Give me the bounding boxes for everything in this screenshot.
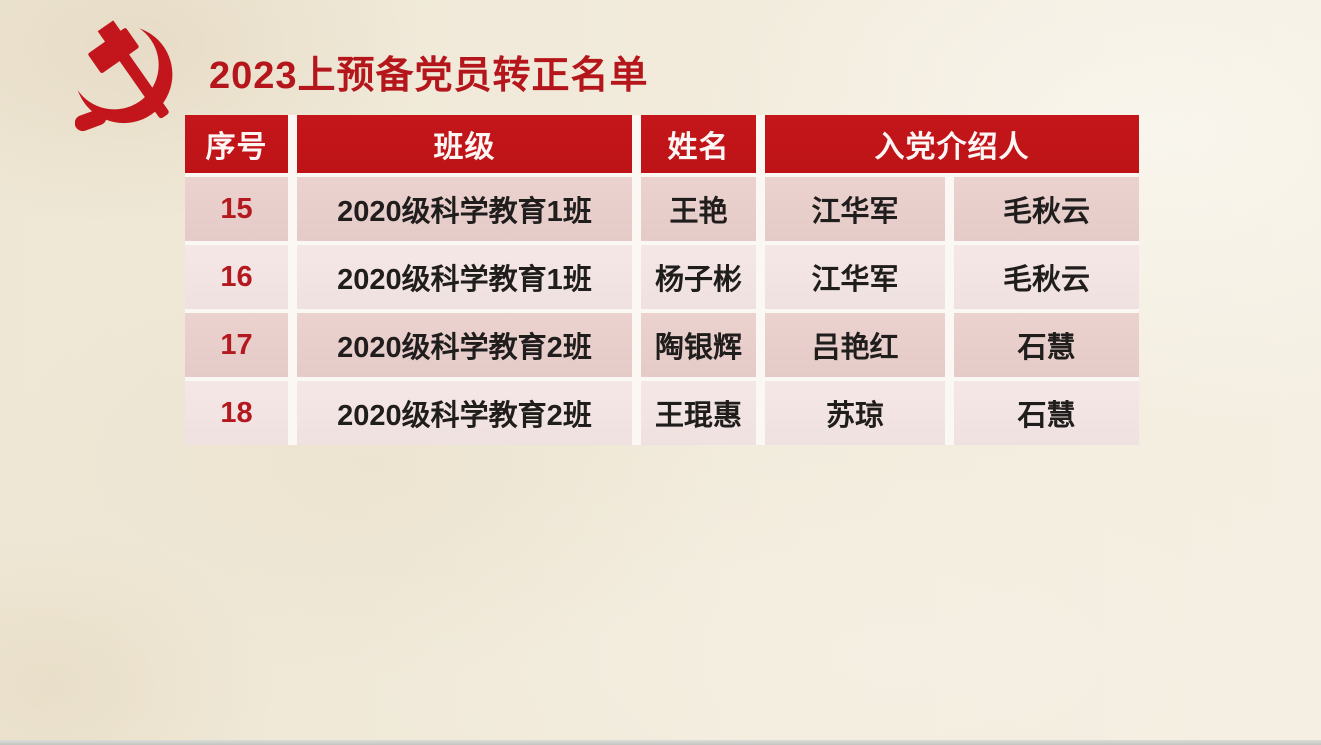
table-row-cell-no: 16 bbox=[185, 245, 288, 309]
table-row-cell-name: 王琨惠 bbox=[641, 381, 756, 445]
table-row-cell-class: 2020级科学教育1班 bbox=[297, 177, 632, 241]
page-title: 2023上预备党员转正名单 bbox=[209, 55, 649, 97]
table-row-cell-class: 2020级科学教育1班 bbox=[297, 245, 632, 309]
table-row-cell-class: 2020级科学教育2班 bbox=[297, 313, 632, 377]
table-row-cell-intro2: 石慧 bbox=[954, 381, 1139, 445]
table-row-cell-name: 王艳 bbox=[641, 177, 756, 241]
column-header-name: 姓名 bbox=[641, 115, 756, 173]
party-emblem-icon bbox=[75, 11, 181, 140]
table-row-cell-intro2: 石慧 bbox=[954, 313, 1139, 377]
table-row-cell-intro2: 毛秋云 bbox=[954, 177, 1139, 241]
bottom-edge-divider bbox=[0, 740, 1321, 745]
table-row-cell-name: 杨子彬 bbox=[641, 245, 756, 309]
table-row-cell-no: 17 bbox=[185, 313, 288, 377]
column-header-class: 班级 bbox=[297, 115, 632, 173]
table-row-cell-class: 2020级科学教育2班 bbox=[297, 381, 632, 445]
table-row-cell-intro1: 苏琼 bbox=[765, 381, 945, 445]
table-row-cell-no: 15 bbox=[185, 177, 288, 241]
column-header-introducers: 入党介绍人 bbox=[765, 115, 1139, 173]
table-row-cell-intro1: 江华军 bbox=[765, 245, 945, 309]
table-row-cell-intro2: 毛秋云 bbox=[954, 245, 1139, 309]
column-header-no: 序号 bbox=[185, 115, 288, 173]
table-row-cell-intro1: 吕艳红 bbox=[765, 313, 945, 377]
members-table: 序号 班级 姓名 入党介绍人 15 2020级科学教育1班 王艳 江华军 毛秋云… bbox=[185, 115, 1139, 445]
table-row-cell-no: 18 bbox=[185, 381, 288, 445]
table-row-cell-intro1: 江华军 bbox=[765, 177, 945, 241]
table-row-cell-name: 陶银辉 bbox=[641, 313, 756, 377]
